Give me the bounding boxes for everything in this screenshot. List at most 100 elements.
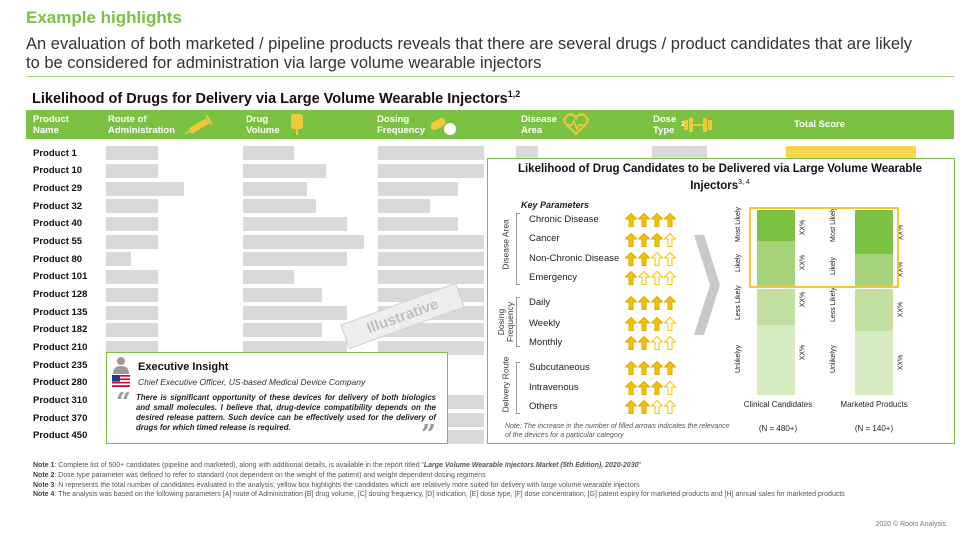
marketed-unlikely-value: XX% xyxy=(897,354,905,371)
placeholder-bar xyxy=(243,199,316,213)
placeholder-bar xyxy=(106,182,184,196)
header-route: Route of Administration xyxy=(108,113,176,136)
clinical-level-likely: Likely xyxy=(735,254,742,272)
note-4-label: Note 4 xyxy=(33,491,55,498)
clinical-level-unlikely: Unlikelyy xyxy=(735,345,742,374)
placeholder-bar xyxy=(243,164,326,178)
arrow-up-filled-icon xyxy=(638,233,650,247)
note-2-label: Note 2 xyxy=(33,472,55,479)
marketed-less-likely-value: XX% xyxy=(897,301,905,318)
placeholder-bar xyxy=(448,395,484,409)
placeholder-bar xyxy=(243,288,322,302)
placeholder-bar xyxy=(243,306,347,320)
arrow-up-outline-icon xyxy=(638,271,650,285)
arrow-up-outline-icon xyxy=(664,400,676,414)
panel-note: Note: The increase in the number of fill… xyxy=(505,423,730,439)
product-row-label: Product 235 xyxy=(33,360,88,371)
placeholder-bar xyxy=(378,182,458,196)
note-4: Note 4: The analysis was based on the fo… xyxy=(33,490,913,499)
arrow-up-outline-icon xyxy=(664,271,676,285)
total-score-highlight xyxy=(786,146,916,160)
product-row-label: Product 40 xyxy=(33,218,83,229)
marketed-segment-unlikely xyxy=(855,331,893,395)
arrow-up-filled-icon xyxy=(651,213,663,227)
arrow-up-outline-icon xyxy=(651,336,663,350)
placeholder-bar xyxy=(106,164,158,178)
marketed-level-less-likely: Less Likely xyxy=(830,287,837,322)
product-row-label: Product 10 xyxy=(33,165,83,176)
arrow-rating xyxy=(625,400,676,414)
param-label: Subcutaneous xyxy=(529,362,590,373)
marketed-segment-likely xyxy=(855,254,893,286)
placeholder-bar xyxy=(448,430,484,444)
arrow-up-outline-icon xyxy=(651,271,663,285)
arrow-up-filled-icon xyxy=(625,336,637,350)
product-row-label: Product 80 xyxy=(33,254,83,265)
product-row-label: Product 135 xyxy=(33,307,88,318)
clinical-less-likely-value: XX% xyxy=(799,291,807,308)
arrow-up-filled-icon xyxy=(651,233,663,247)
arrow-up-filled-icon xyxy=(625,296,637,310)
arrow-rating xyxy=(625,213,676,227)
note-1-report-title: Large Volume Wearable Injectors Market (… xyxy=(423,462,639,469)
product-row-label: Product 210 xyxy=(33,342,88,353)
arrow-up-outline-icon xyxy=(664,317,676,331)
table-header-bar: Product Name Route of Administration Dru… xyxy=(26,110,954,139)
arrow-rating xyxy=(625,271,676,285)
panel-title-superscript: 3, 4 xyxy=(738,179,750,186)
placeholder-bar xyxy=(106,306,158,320)
group-brace xyxy=(516,297,520,347)
placeholder-bar xyxy=(106,217,158,231)
slide-title: Example highlights xyxy=(26,8,182,27)
arrow-up-outline-icon xyxy=(664,336,676,350)
placeholder-bar xyxy=(106,235,158,249)
placeholder-bar xyxy=(106,288,158,302)
note-4-text: : The analysis was based on the followin… xyxy=(54,491,845,498)
us-flag-icon xyxy=(112,375,130,387)
clinical-segment-unlikely xyxy=(757,325,795,395)
note-1-tail: ” xyxy=(638,462,641,469)
header-disease: Disease Area xyxy=(521,113,557,136)
marketed-title: Marketed Products xyxy=(840,400,908,409)
key-parameters-title: Key Parameters xyxy=(521,200,590,210)
arrow-up-filled-icon xyxy=(638,213,650,227)
heart-pulse-icon xyxy=(563,113,589,136)
placeholder-bar xyxy=(652,146,707,160)
arrow-up-filled-icon xyxy=(625,213,637,227)
placeholder-bar xyxy=(378,199,430,213)
arrow-up-filled-icon xyxy=(638,400,650,414)
placeholder-bar xyxy=(243,341,347,355)
product-row-label: Product 450 xyxy=(33,430,88,441)
arrow-up-filled-icon xyxy=(664,361,676,375)
placeholder-bar xyxy=(378,235,484,249)
clinical-segment-likely xyxy=(757,241,795,286)
header-dose-type-text: Dose Type xyxy=(653,113,677,136)
table-title-superscript: 1,2 xyxy=(507,89,521,99)
product-row-label: Product 32 xyxy=(33,201,83,212)
product-row-label: Product 310 xyxy=(33,395,88,406)
arrow-up-filled-icon xyxy=(651,361,663,375)
placeholder-bar xyxy=(243,182,307,196)
param-label: Monthly xyxy=(529,337,563,348)
param-label: Weekly xyxy=(529,318,560,329)
arrow-up-filled-icon xyxy=(625,233,637,247)
param-label: Intravenous xyxy=(529,382,579,393)
marketed-level-unlikely: Unlikelyy xyxy=(830,345,837,374)
arrow-up-filled-icon xyxy=(625,400,637,414)
group-label-delivery: Delivery Route xyxy=(500,356,511,413)
placeholder-bar xyxy=(516,146,538,160)
arrow-up-filled-icon xyxy=(625,361,637,375)
product-row-label: Product 101 xyxy=(33,271,88,282)
placeholder-bar xyxy=(243,217,347,231)
arrow-up-outline-icon xyxy=(664,252,676,266)
arrow-up-outline-icon xyxy=(664,233,676,247)
panel-title: Likelihood of Drug Candidates to be Deli… xyxy=(500,162,940,193)
product-row-label: Product 55 xyxy=(33,236,83,247)
placeholder-bar xyxy=(243,323,322,337)
syringe-icon xyxy=(184,115,213,135)
open-quote-icon: “ xyxy=(116,388,131,418)
product-row-label: Product 280 xyxy=(33,377,88,388)
executive-insight-box xyxy=(106,352,448,444)
param-label: Emergency xyxy=(529,272,578,283)
chevron-right-icon xyxy=(694,235,720,335)
